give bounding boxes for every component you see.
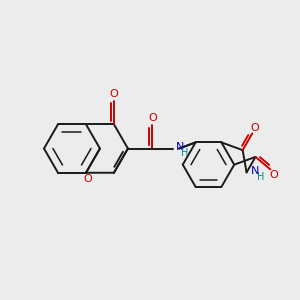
Text: O: O <box>251 123 260 133</box>
Text: O: O <box>110 89 118 99</box>
Text: O: O <box>269 169 278 180</box>
Text: O: O <box>149 113 158 123</box>
Text: H: H <box>182 148 189 158</box>
Text: H: H <box>257 172 264 182</box>
Text: N: N <box>251 166 260 176</box>
Text: N: N <box>176 142 184 152</box>
Text: O: O <box>83 174 92 184</box>
